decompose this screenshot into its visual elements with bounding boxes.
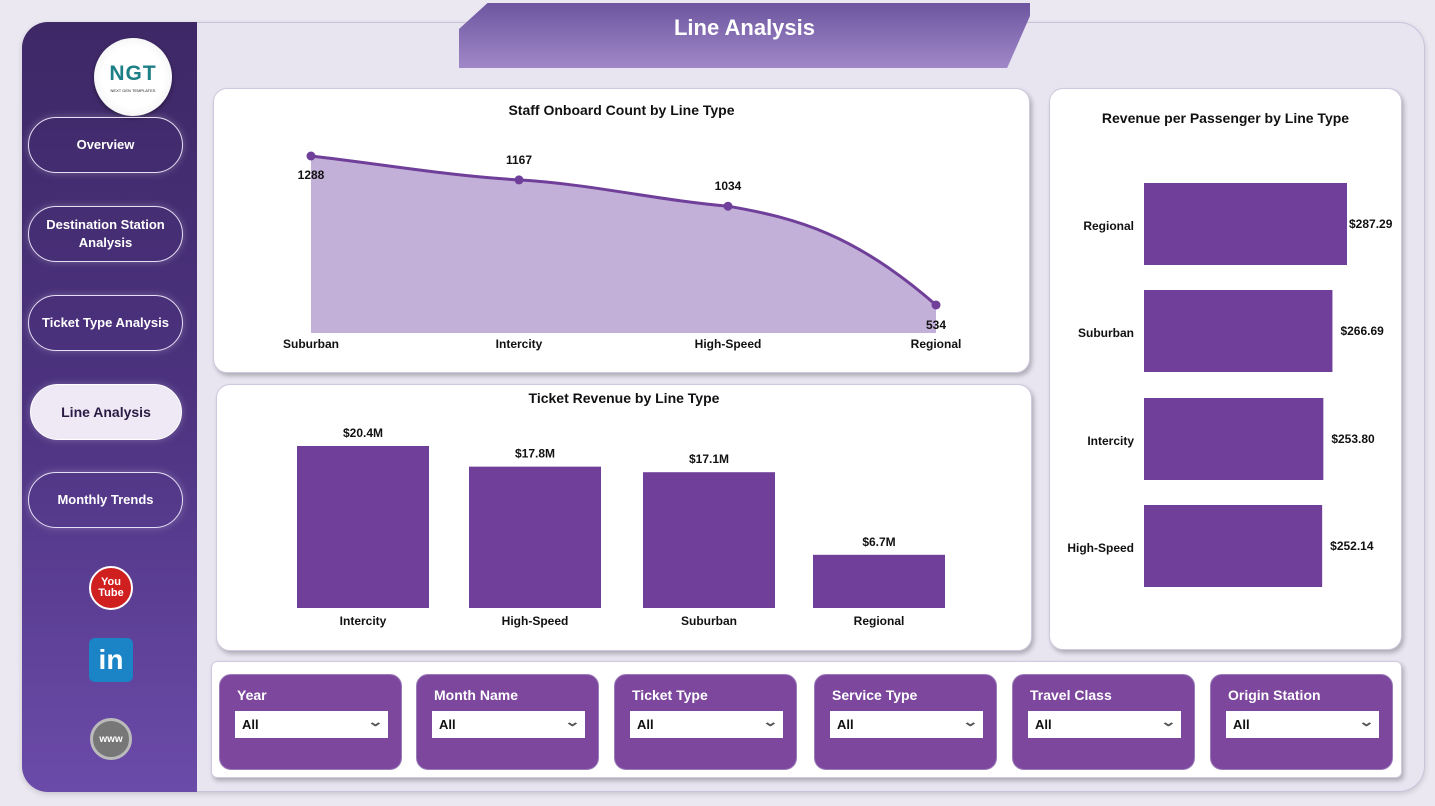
data-label: $287.29: [1349, 217, 1393, 231]
series-line: [310, 154, 937, 307]
x-tick-label: Suburban: [681, 614, 737, 628]
data-label: $17.1M: [689, 452, 729, 466]
data-point: [514, 175, 524, 185]
dropdown-value: All: [1233, 717, 1250, 732]
sidebar: NGT NEXT GEN TEMPLATES Overview Destinati…: [22, 22, 197, 792]
slicer-year: Year All ⌄: [219, 674, 402, 770]
x-tick-label: Regional: [854, 614, 905, 628]
chevron-down-icon: ⌄: [367, 714, 384, 729]
data-point: [931, 300, 941, 310]
slicer-label: Service Type: [832, 687, 918, 703]
x-tick-label: High-Speed: [695, 337, 762, 351]
slicer-label: Origin Station: [1228, 687, 1321, 703]
nav-overview[interactable]: Overview: [28, 117, 183, 173]
globe-icon[interactable]: www: [90, 718, 132, 760]
chart-title: Ticket Revenue by Line Type: [528, 390, 720, 406]
youtube-icon[interactable]: You Tube: [89, 566, 133, 610]
year-dropdown[interactable]: All ⌄: [235, 711, 388, 738]
slicer-service-type: Service Type All ⌄: [814, 674, 997, 770]
slicer-month-name: Month Name All ⌄: [416, 674, 599, 770]
bar: [1144, 398, 1324, 480]
data-label: $253.80: [1331, 432, 1375, 446]
y-tick-label: Suburban: [1078, 326, 1134, 340]
ticket-type-dropdown[interactable]: All ⌄: [630, 711, 783, 738]
dropdown-value: All: [637, 717, 654, 732]
data-point: [723, 201, 733, 211]
bar: [643, 472, 775, 608]
service-type-dropdown[interactable]: All ⌄: [830, 711, 983, 738]
slicer-label: Month Name: [434, 687, 518, 703]
chevron-down-icon: ⌄: [564, 714, 581, 729]
logo: NGT NEXT GEN TEMPLATES: [94, 38, 172, 116]
chevron-down-icon: ⌄: [1358, 714, 1375, 729]
slicer-ticket-type: Ticket Type All ⌄: [614, 674, 797, 770]
bar: [1144, 183, 1347, 265]
x-tick-label: Suburban: [283, 337, 339, 351]
chevron-down-icon: ⌄: [762, 714, 779, 729]
data-label: 534: [926, 318, 946, 332]
bar: [469, 466, 601, 608]
bar: [1144, 505, 1323, 587]
y-tick-label: Intercity: [1087, 434, 1134, 448]
y-tick-label: High-Speed: [1067, 541, 1134, 555]
nav-destination-station-analysis[interactable]: Destination Station Analysis: [28, 206, 183, 262]
data-point: [306, 151, 316, 161]
slicer-travel-class: Travel Class All ⌄: [1012, 674, 1195, 770]
chart-title: Revenue per Passenger by Line Type: [1101, 110, 1350, 126]
dropdown-value: All: [439, 717, 456, 732]
nav-ticket-type-analysis[interactable]: Ticket Type Analysis: [28, 295, 183, 351]
x-tick-label: Intercity: [340, 614, 387, 628]
data-label: $17.8M: [515, 447, 555, 461]
y-tick-label: Regional: [1083, 219, 1134, 233]
chevron-down-icon: ⌄: [962, 714, 979, 729]
slicer-label: Year: [237, 687, 267, 703]
slicer-origin-station: Origin Station All ⌄: [1210, 674, 1393, 770]
x-tick-label: Intercity: [496, 337, 543, 351]
data-label: $20.4M: [343, 426, 383, 440]
data-label: 1288: [298, 168, 325, 182]
area-fill: [311, 156, 936, 333]
x-tick-label: Regional: [911, 337, 962, 351]
filters-panel: [211, 661, 1402, 778]
slicer-label: Travel Class: [1030, 687, 1112, 703]
bar: [1144, 290, 1333, 372]
data-label: $6.7M: [862, 535, 895, 549]
nav-line-analysis[interactable]: Line Analysis: [30, 384, 182, 440]
linkedin-icon[interactable]: in: [89, 638, 133, 682]
data-label: 1034: [715, 179, 742, 193]
dropdown-value: All: [242, 717, 259, 732]
dropdown-value: All: [837, 717, 854, 732]
data-label: 1167: [506, 153, 532, 167]
x-tick-label: High-Speed: [502, 614, 569, 628]
chevron-down-icon: ⌄: [1160, 714, 1177, 729]
month-name-dropdown[interactable]: All ⌄: [432, 711, 585, 738]
chart-title: Staff Onboard Count by Line Type: [508, 102, 735, 118]
origin-station-dropdown[interactable]: All ⌄: [1226, 711, 1379, 738]
bar: [297, 446, 429, 608]
nav-monthly-trends[interactable]: Monthly Trends: [28, 472, 183, 528]
data-label: $266.69: [1340, 324, 1384, 338]
data-label: $252.14: [1330, 539, 1374, 553]
bar: [813, 554, 945, 608]
slicer-label: Ticket Type: [632, 687, 708, 703]
dropdown-value: All: [1035, 717, 1052, 732]
page-title: Line Analysis: [459, 3, 1030, 68]
travel-class-dropdown[interactable]: All ⌄: [1028, 711, 1181, 738]
